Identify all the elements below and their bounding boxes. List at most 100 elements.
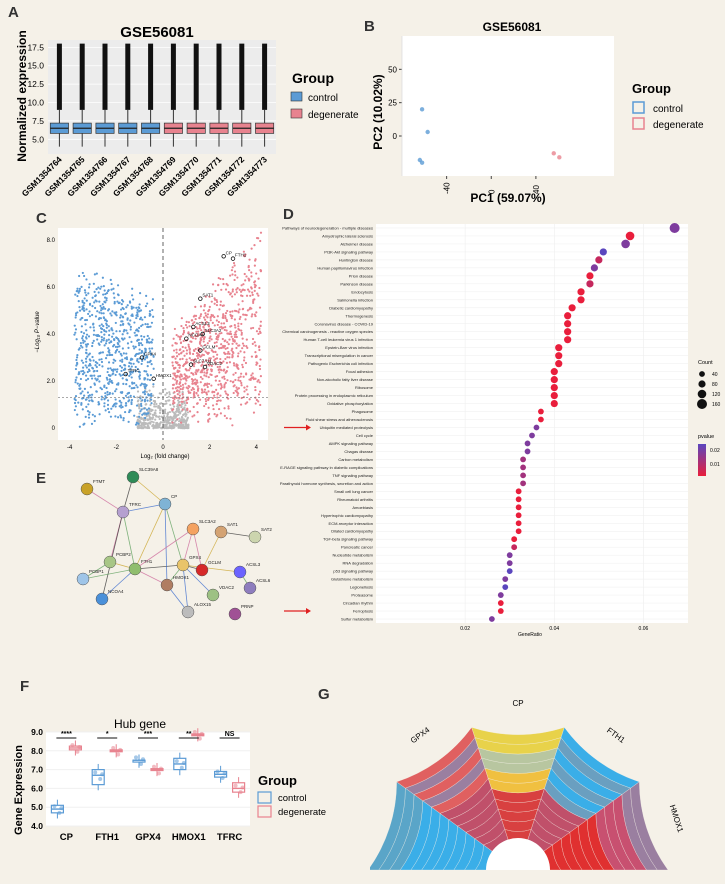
chart-c-point-up xyxy=(246,401,249,404)
chart-d-ytick: Transcriptional misregulation in cancer xyxy=(305,353,374,358)
chart-c-point-ns xyxy=(180,418,183,421)
chart-c-point-down xyxy=(92,333,96,336)
chart-c-point-down xyxy=(109,367,112,370)
chart-c-point-up xyxy=(208,417,211,420)
chart-c-point-up xyxy=(185,349,189,352)
chart-c-point-up xyxy=(209,357,212,360)
chart-e-node-label: PRNP xyxy=(241,604,254,609)
chart-f-point xyxy=(118,747,123,752)
chart-d-ytick: Sulfur metabolism xyxy=(341,617,374,622)
chart-c-point-down xyxy=(113,300,116,304)
chart-c-point-down xyxy=(101,351,105,354)
chart-c-point-down xyxy=(82,274,86,278)
chart-c-point-down xyxy=(122,417,125,420)
chart-c-point-up xyxy=(233,293,237,296)
chart-c-point-up xyxy=(183,354,186,357)
chart-c-point-up xyxy=(200,369,203,372)
chart-c-point-up xyxy=(212,407,215,411)
chart-c-point-up xyxy=(201,333,204,336)
chart-c-point-down xyxy=(127,420,130,423)
chart-d-ytick: TNF signaling pathway xyxy=(332,473,373,478)
chart-c-point-down xyxy=(131,287,134,290)
chart-c-point-up xyxy=(225,417,228,420)
chart-c-point-down xyxy=(122,300,125,303)
chart-c-point-down xyxy=(84,336,88,339)
chart-c-point-up xyxy=(201,391,204,394)
chart-c-point-up xyxy=(234,274,237,277)
chart-c-point-down xyxy=(90,422,94,426)
chart-c-point-down xyxy=(119,308,123,311)
chart-c-point-up xyxy=(194,347,197,351)
chart-c-point-up xyxy=(231,381,235,384)
chart-d-dot xyxy=(564,312,572,320)
chart-c-point-up xyxy=(231,337,234,341)
chart-c-point-up xyxy=(171,364,174,367)
chart-c-point-up xyxy=(175,355,179,358)
chart-c-point-up xyxy=(215,300,219,304)
chart-c-gene-label: FTH1 xyxy=(235,253,247,258)
chart-c-point-up xyxy=(215,344,218,348)
chart-c-point-down xyxy=(75,356,79,359)
chart-c-point-up xyxy=(242,375,245,378)
chart-c-point-down xyxy=(139,410,142,413)
chart-c-point-down xyxy=(112,332,115,335)
chart-c-point-up xyxy=(237,379,240,382)
chart-c-point-up xyxy=(178,390,181,393)
chart-c-point-up xyxy=(171,344,174,347)
chart-d-ytick: Human T-cell leukemia virus 1 infection xyxy=(303,337,373,342)
chart-c-point-up xyxy=(229,417,232,420)
chart-c-label-point xyxy=(198,296,203,301)
chart-c-point-down xyxy=(130,376,133,379)
chart-c-point-up xyxy=(250,374,253,377)
chart-c-point-down xyxy=(77,291,80,294)
chart-c-point-down xyxy=(93,301,96,304)
chart-c-point-down xyxy=(118,330,121,333)
chart-b-legend-title: Group xyxy=(632,81,671,96)
chart-c-point-ns xyxy=(151,413,154,416)
chart-c-point-up xyxy=(188,348,191,351)
chart-c-point-down xyxy=(145,370,148,373)
chart-c-point-up xyxy=(181,357,184,360)
chart-c-point-down xyxy=(85,360,88,363)
chart-c-point-down xyxy=(130,401,133,404)
chart-f-point xyxy=(233,783,238,788)
chart-c-point-down xyxy=(84,318,87,322)
chart-c-point-down xyxy=(143,398,147,401)
chart-c-point-up xyxy=(217,283,220,286)
chart-c-point-up xyxy=(258,306,262,309)
chart-c-point-up xyxy=(225,319,229,323)
chart-c-point-ns xyxy=(181,402,184,405)
chart-c-point-down xyxy=(146,323,149,326)
chart-c-point-up xyxy=(230,349,233,352)
chart-c-point-down xyxy=(101,303,104,306)
chart-c-point-down xyxy=(81,369,85,373)
chart-c-point-up xyxy=(188,325,191,328)
chart-c-point-down xyxy=(138,377,141,380)
chart-c-point-down xyxy=(81,301,84,304)
chart-c-point-up xyxy=(217,399,220,402)
chart-c-point-down xyxy=(107,350,110,353)
chart-c-point-down xyxy=(108,380,111,383)
chart-c-point-up xyxy=(194,314,198,317)
chart-c-point-up xyxy=(250,271,253,274)
chart-c-point-up xyxy=(196,354,199,358)
chart-c-point-down xyxy=(75,289,78,293)
chart-d-legend-count-title: Count xyxy=(698,360,713,366)
chart-c-point-ns xyxy=(169,421,172,425)
chart-c-point-ns xyxy=(165,391,169,395)
chart-c-point-ns xyxy=(155,414,158,417)
chart-c-point-up xyxy=(192,379,195,382)
chart-c-point-down xyxy=(130,365,133,368)
chart-c-point-down xyxy=(143,358,146,361)
chart-c-point-down xyxy=(103,384,106,387)
chart-c-point-down xyxy=(74,331,77,334)
chart-c-point-down xyxy=(74,405,78,408)
chart-d-ytick: Small cell lung cancer xyxy=(334,489,374,494)
chart-c-point-ns xyxy=(163,410,166,414)
chart-c-point-up xyxy=(202,309,205,312)
chart-e-node xyxy=(160,578,174,592)
chart-c-point-down xyxy=(115,311,118,314)
chart-c-point-down xyxy=(136,367,139,371)
chart-d-ytick: Parathyroid hormone synthesis, secretion… xyxy=(280,481,373,486)
chart-c-point-down xyxy=(96,338,99,341)
